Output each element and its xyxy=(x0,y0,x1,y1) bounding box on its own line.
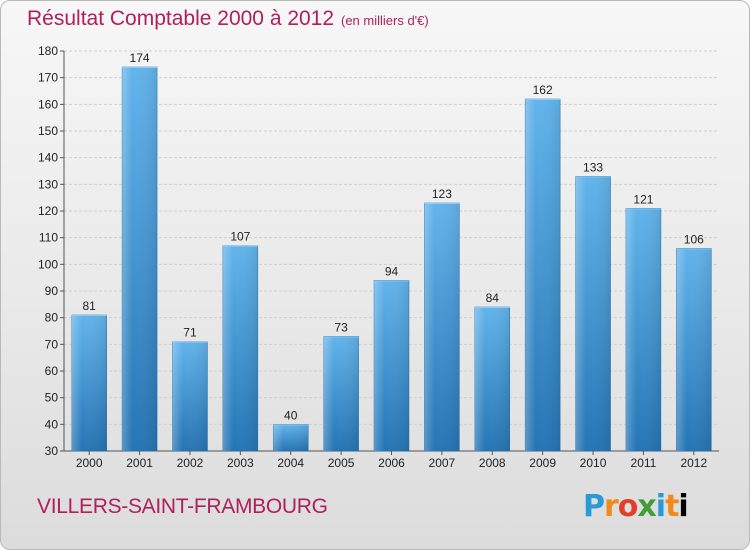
x-tick-label: 2006 xyxy=(378,456,405,470)
value-label: 174 xyxy=(130,51,150,65)
y-tick-label: 160 xyxy=(38,97,58,111)
x-tick-label: 2009 xyxy=(529,456,556,470)
bar-shine xyxy=(424,203,460,451)
value-label: 71 xyxy=(183,326,197,340)
y-tick-label: 30 xyxy=(45,444,59,458)
logo-letter: i xyxy=(678,489,688,524)
bar-shine xyxy=(122,67,158,451)
chart-title: Résultat Comptable 2000 à 2012 xyxy=(27,7,335,30)
logo-letter: i xyxy=(655,489,666,524)
y-tick-label: 50 xyxy=(45,391,59,405)
bar-shine xyxy=(222,245,258,451)
bar-shine xyxy=(625,208,661,451)
bar-shine xyxy=(676,248,712,451)
x-tick-label: 2012 xyxy=(680,456,707,470)
bar-shine xyxy=(474,307,510,451)
unit-note: (en milliers d'€) xyxy=(341,13,429,28)
bar-shine xyxy=(273,424,309,451)
value-label: 121 xyxy=(633,192,653,206)
y-tick-label: 70 xyxy=(45,337,59,351)
x-tick-label: 2003 xyxy=(227,456,254,470)
logo-letter: r xyxy=(604,489,619,524)
value-label: 106 xyxy=(684,232,704,246)
bar-shine xyxy=(71,315,107,451)
y-tick-label: 60 xyxy=(45,364,59,378)
bar-shine xyxy=(575,176,611,452)
x-tick-label: 2008 xyxy=(479,456,506,470)
logo-letter: t xyxy=(665,489,679,524)
value-label: 162 xyxy=(533,83,553,97)
bar-shine xyxy=(374,280,409,451)
x-tick-label: 2004 xyxy=(277,456,304,470)
y-tick-label: 130 xyxy=(38,177,58,191)
y-tick-label: 40 xyxy=(45,417,59,431)
bars xyxy=(71,66,712,452)
bar-shine xyxy=(172,341,208,451)
proxiti-logo: Proxiti xyxy=(583,489,689,524)
y-tick-label: 140 xyxy=(38,151,58,165)
logo-letter: o xyxy=(617,489,639,524)
logo-letter: x xyxy=(637,489,656,524)
value-label: 73 xyxy=(334,320,348,334)
value-label: 94 xyxy=(385,264,399,278)
y-tick-label: 180 xyxy=(38,44,58,58)
bar-shine xyxy=(525,99,561,451)
commune-name: VILLERS-SAINT-FRAMBOURG xyxy=(37,495,328,518)
x-tick-label: 2002 xyxy=(177,456,204,470)
x-tick-label: 2011 xyxy=(631,456,657,470)
x-tick-label: 2001 xyxy=(126,456,153,470)
value-labels: 81 174 71 107 40 73 94 123 84 162 133 121 106 xyxy=(83,51,705,422)
y-tick-label: 100 xyxy=(38,257,58,271)
x-tick-label: 2010 xyxy=(580,456,607,470)
axes: 30 40 50 60 70 80 90 100 110 120 130 140 150 160 170 18… xyxy=(38,44,719,470)
value-label: 133 xyxy=(583,160,603,174)
y-tick-label: 90 xyxy=(45,284,59,298)
value-label: 84 xyxy=(486,291,500,305)
y-tick-label: 150 xyxy=(38,124,58,138)
logo-letter: P xyxy=(583,489,605,524)
y-tick-label: 110 xyxy=(39,231,58,245)
bar-shine xyxy=(323,336,359,451)
value-label: 123 xyxy=(432,187,452,201)
x-tick-label: 2005 xyxy=(328,456,355,470)
y-tick-label: 170 xyxy=(38,71,58,85)
y-tick-label: 120 xyxy=(38,204,58,218)
y-tick-label: 80 xyxy=(45,311,59,325)
value-label: 107 xyxy=(230,230,250,244)
x-tick-label: 2000 xyxy=(76,456,103,470)
value-label: 40 xyxy=(284,408,298,422)
x-tick-label: 2007 xyxy=(429,456,456,470)
value-label: 81 xyxy=(83,299,97,313)
